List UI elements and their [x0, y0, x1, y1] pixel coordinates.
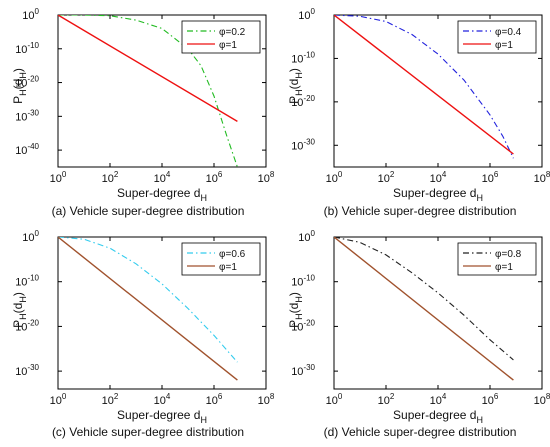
- series-line-phi-1: [334, 15, 514, 155]
- y-tick-label: 10-10: [291, 50, 315, 65]
- panel-c: 100 102 104 106 10810010-1010-2010-30φ=0.6φ=…: [11, 229, 275, 439]
- legend-label: φ=1: [219, 262, 237, 273]
- legend-box: [457, 242, 537, 276]
- x-tick-label: 108: [258, 170, 275, 185]
- legend: φ=0.4 φ=1: [457, 20, 537, 54]
- x-tick-label: 102: [102, 170, 119, 185]
- legend-label: φ=1: [495, 40, 513, 51]
- y-axis-label: PH(dH): [287, 68, 304, 104]
- y-tick-label: 10-20: [15, 318, 39, 333]
- x-tick-label: 100: [50, 392, 67, 407]
- panel-caption: (d) Vehicle super-degree distribution: [324, 425, 517, 439]
- y-tick-label: 10-40: [15, 142, 39, 157]
- x-tick-label: 100: [50, 170, 67, 185]
- x-tick-label: 104: [430, 170, 447, 185]
- legend-label: φ=1: [219, 40, 237, 51]
- y-tick-label: 10-20: [291, 318, 315, 333]
- series-line-phi-variable: [334, 237, 514, 361]
- panel-b: 100 102 104 106 10810010-1010-2010-30φ=0.4φ=…: [287, 7, 550, 218]
- y-tick-label: 10-10: [291, 274, 315, 289]
- x-tick-label: 104: [430, 392, 447, 407]
- legend-label: φ=0.8: [495, 249, 522, 260]
- series-line-phi-variable: [58, 15, 238, 167]
- x-tick-label: 106: [206, 392, 223, 407]
- series-line-phi-1: [58, 15, 238, 123]
- y-tick-label: 10-30: [291, 363, 315, 378]
- panel-caption: (b) Vehicle super-degree distribution: [324, 204, 517, 218]
- panel-a: 100 102 104 106 108 100 10-10 10-20 10-30 10-40 φ=…: [11, 7, 275, 218]
- legend-label: φ=0.4: [495, 27, 522, 38]
- series-line-phi-1: [58, 237, 238, 381]
- y-tick-label: 100: [22, 229, 39, 244]
- y-axis-label: PH(dH): [287, 292, 304, 328]
- y-tick-label: 10-30: [15, 363, 39, 378]
- x-tick-label: 108: [258, 392, 275, 407]
- y-axis-label: PH(dH): [11, 68, 28, 104]
- panel-caption: (c) Vehicle super-degree distribution: [52, 425, 244, 439]
- x-tick-label: 108: [534, 170, 550, 185]
- y-tick-label: 10-10: [15, 41, 39, 56]
- x-tick-label: 102: [378, 170, 395, 185]
- x-axis-label: Super-degree dH: [393, 186, 483, 203]
- legend: φ=0.2 φ=1: [181, 20, 261, 54]
- x-tick-label: 102: [102, 392, 119, 407]
- series-line-phi-variable: [58, 237, 238, 363]
- y-tick-label: 10-20: [15, 75, 39, 90]
- x-tick-label: 106: [482, 392, 499, 407]
- x-tick-label: 104: [154, 170, 171, 185]
- y-tick-label: 100: [298, 229, 315, 244]
- y-tick-label: 100: [298, 7, 315, 22]
- y-axis-label: PH(dH): [11, 292, 28, 328]
- y-tick-label: 10-10: [15, 274, 39, 289]
- x-tick-label: 102: [378, 392, 395, 407]
- x-tick-label: 104: [154, 392, 171, 407]
- legend: φ=0.8 φ=1: [457, 242, 537, 276]
- x-tick-label: 106: [206, 170, 223, 185]
- y-tick-label: 10-30: [291, 137, 315, 152]
- y-tick-label: 100: [22, 7, 39, 22]
- y-tick-label: 10-30: [15, 108, 39, 123]
- legend: φ=0.6 φ=1: [181, 242, 261, 276]
- legend-label: φ=1: [495, 262, 513, 273]
- panel-d: 100 102 104 106 10810010-1010-2010-30φ=0.8φ=…: [287, 229, 550, 439]
- x-tick-label: 100: [326, 392, 343, 407]
- legend-label: φ=0.2: [219, 27, 246, 38]
- x-axis-label: Super-degree dH: [393, 408, 483, 425]
- series-line-phi-1: [334, 237, 514, 381]
- x-tick-label: 100: [326, 170, 343, 185]
- x-axis-label: Super-degree dH: [117, 408, 207, 425]
- x-tick-label: 108: [534, 392, 550, 407]
- x-tick-label: 106: [482, 170, 499, 185]
- y-tick-label: 10-20: [291, 94, 315, 109]
- legend-box: [181, 20, 261, 54]
- legend-label: φ=0.6: [219, 249, 246, 260]
- x-axis-label: Super-degree dH: [117, 186, 207, 203]
- legend-box: [181, 242, 261, 276]
- legend-box: [457, 20, 537, 54]
- panel-caption: (a) Vehicle super-degree distribution: [52, 204, 245, 218]
